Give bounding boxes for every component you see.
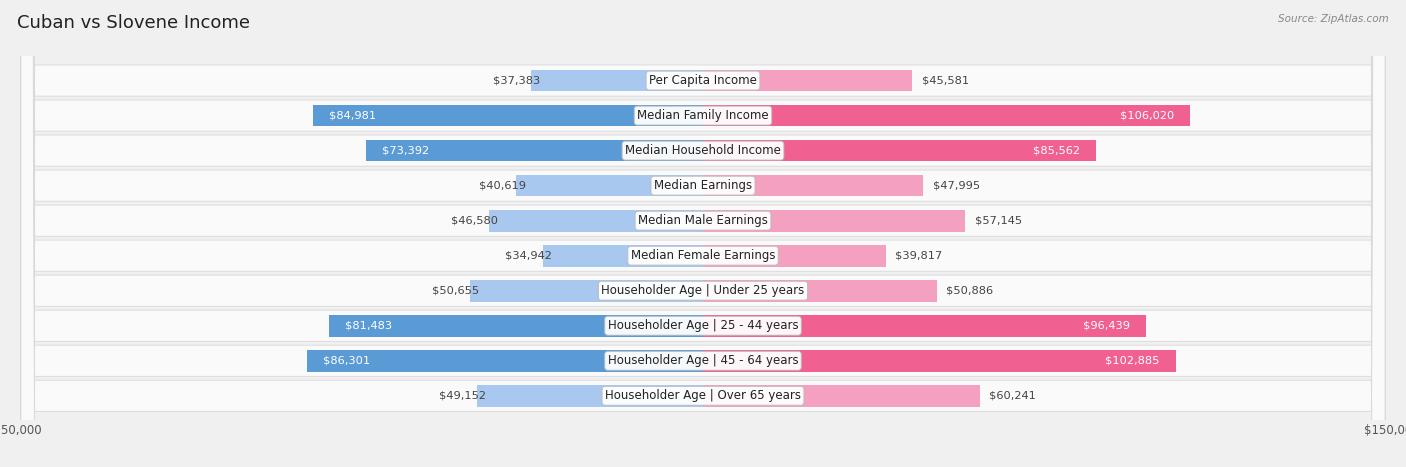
Text: Per Capita Income: Per Capita Income <box>650 74 756 87</box>
FancyBboxPatch shape <box>21 0 1385 467</box>
Text: $81,483: $81,483 <box>344 321 392 331</box>
Bar <box>703 350 1175 372</box>
Text: $47,995: $47,995 <box>932 181 980 191</box>
Text: Householder Age | Under 25 years: Householder Age | Under 25 years <box>602 284 804 297</box>
Bar <box>329 315 703 337</box>
Bar <box>516 175 703 197</box>
Text: $45,581: $45,581 <box>921 76 969 85</box>
Bar <box>703 70 912 92</box>
Text: $40,619: $40,619 <box>478 181 526 191</box>
Text: $60,241: $60,241 <box>988 391 1036 401</box>
Bar <box>471 280 703 302</box>
FancyBboxPatch shape <box>21 0 1385 467</box>
FancyBboxPatch shape <box>21 0 1385 467</box>
Bar <box>366 140 703 162</box>
Text: $85,562: $85,562 <box>1033 146 1080 156</box>
Bar <box>543 245 703 267</box>
Text: $39,817: $39,817 <box>896 251 942 261</box>
FancyBboxPatch shape <box>21 0 1385 467</box>
Bar <box>703 315 1146 337</box>
Bar <box>703 105 1189 127</box>
Text: Median Male Earnings: Median Male Earnings <box>638 214 768 227</box>
Text: $102,885: $102,885 <box>1105 356 1160 366</box>
FancyBboxPatch shape <box>21 0 1385 467</box>
Text: Median Family Income: Median Family Income <box>637 109 769 122</box>
Text: $50,655: $50,655 <box>433 286 479 296</box>
Bar <box>703 385 980 407</box>
Bar <box>531 70 703 92</box>
Bar <box>703 245 886 267</box>
Text: Householder Age | 25 - 44 years: Householder Age | 25 - 44 years <box>607 319 799 332</box>
Text: $37,383: $37,383 <box>494 76 540 85</box>
Text: Median Household Income: Median Household Income <box>626 144 780 157</box>
Text: Cuban vs Slovene Income: Cuban vs Slovene Income <box>17 14 250 32</box>
FancyBboxPatch shape <box>21 0 1385 467</box>
Bar <box>307 350 703 372</box>
Bar <box>703 210 966 232</box>
Text: $84,981: $84,981 <box>329 111 375 120</box>
Bar <box>703 140 1097 162</box>
Text: $50,886: $50,886 <box>946 286 993 296</box>
Text: $73,392: $73,392 <box>382 146 429 156</box>
Text: Median Earnings: Median Earnings <box>654 179 752 192</box>
Bar <box>312 105 703 127</box>
Text: $57,145: $57,145 <box>974 216 1022 226</box>
FancyBboxPatch shape <box>21 0 1385 467</box>
Text: Median Female Earnings: Median Female Earnings <box>631 249 775 262</box>
FancyBboxPatch shape <box>21 0 1385 467</box>
FancyBboxPatch shape <box>21 0 1385 467</box>
Text: $106,020: $106,020 <box>1119 111 1174 120</box>
Text: $86,301: $86,301 <box>323 356 370 366</box>
Bar <box>703 175 924 197</box>
FancyBboxPatch shape <box>21 0 1385 467</box>
Text: $49,152: $49,152 <box>440 391 486 401</box>
Bar <box>477 385 703 407</box>
Text: Householder Age | 45 - 64 years: Householder Age | 45 - 64 years <box>607 354 799 367</box>
Bar <box>703 280 936 302</box>
Text: Householder Age | Over 65 years: Householder Age | Over 65 years <box>605 389 801 402</box>
Text: $96,439: $96,439 <box>1083 321 1130 331</box>
Text: Source: ZipAtlas.com: Source: ZipAtlas.com <box>1278 14 1389 24</box>
Text: $34,942: $34,942 <box>505 251 551 261</box>
Text: $46,580: $46,580 <box>451 216 498 226</box>
Bar <box>489 210 703 232</box>
